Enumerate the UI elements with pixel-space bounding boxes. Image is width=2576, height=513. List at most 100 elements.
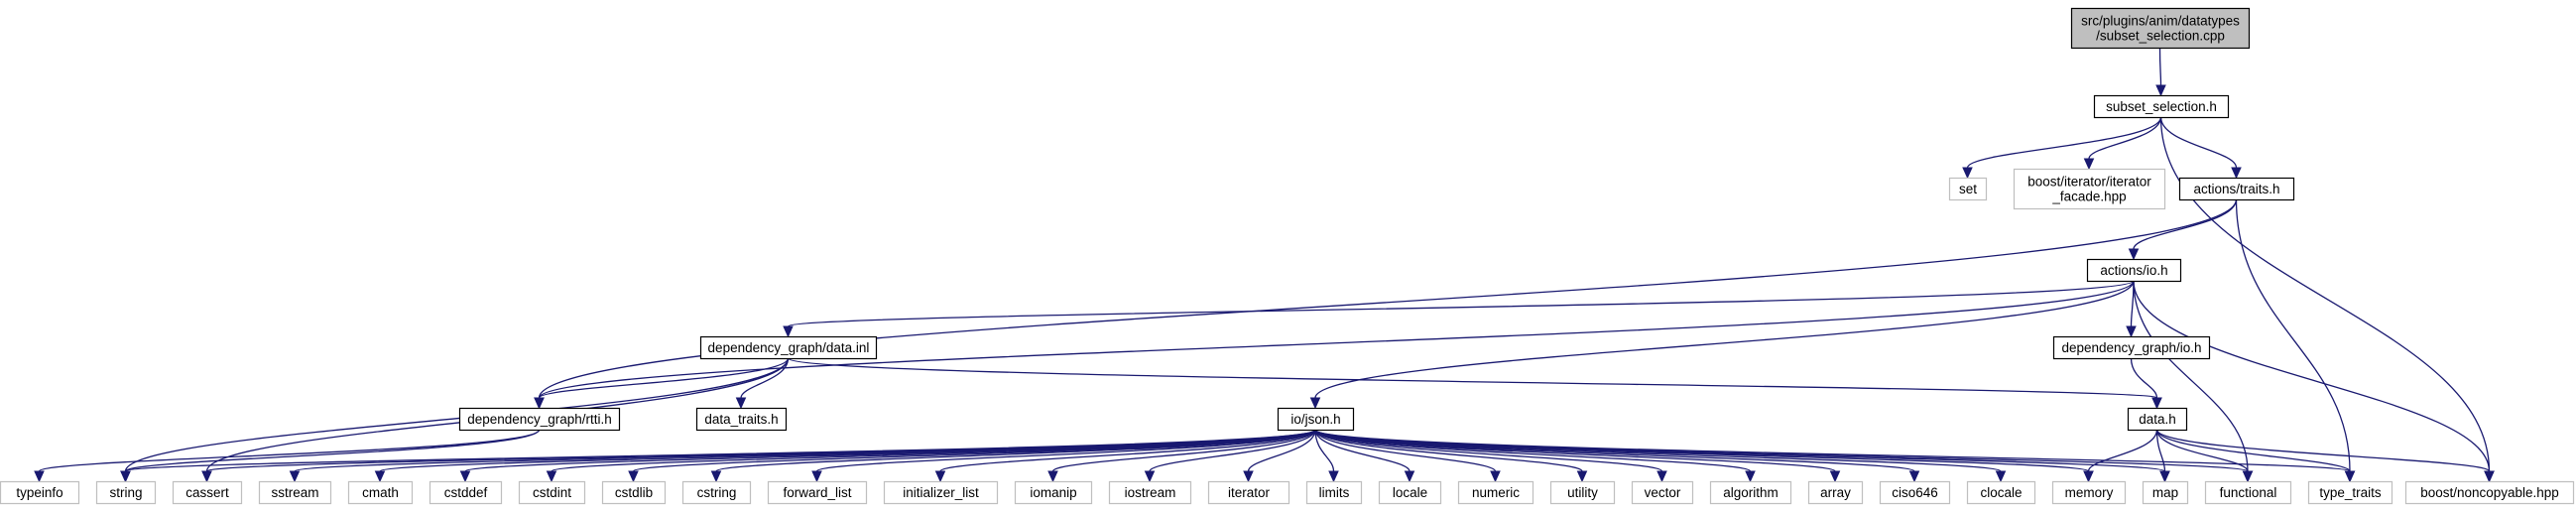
node-label: locale [1393,485,1427,500]
edge-actions_traits-to-type_traits [2235,198,2356,483]
node-label: limits [1319,485,1350,500]
graph-nodes: src/plugins/anim/datatypes/subset_select… [0,7,2575,505]
edge-io_json-to-iomanip [1047,429,1316,483]
edge-io_json-to-limits [1314,429,1339,483]
edge-io_json-to-numeric [1314,429,1501,483]
edge-dg_data_inl-to-data_h [787,357,2162,410]
node-label: cmath [362,485,399,500]
node-label: subset_selection.h [2106,99,2217,114]
node-label: dependency_graph/rtti.h [467,412,612,427]
edge-actions_traits-to-actions_io [2128,198,2238,261]
edge-data_h-to-type_traits [2155,429,2356,483]
edge-data_h-to-memory [2083,429,2158,483]
node-set[interactable]: set [1948,177,1988,201]
node-label: actions/io.h [2100,263,2167,278]
node-data-h[interactable]: data.h [2127,407,2188,432]
node-boost-noncopyable[interactable]: boost/noncopyable.hpp [2404,480,2575,505]
node-iterator[interactable]: iterator [1207,480,1290,505]
node-iomanip[interactable]: iomanip [1014,480,1093,505]
node-iterator-facade[interactable]: boost/iterator/iterator_facade.hpp [2013,168,2166,210]
node-vector[interactable]: vector [1631,480,1694,505]
node-actions-io[interactable]: actions/io.h [2086,258,2182,283]
node-label: dependency_graph/data.inl [708,340,870,355]
node-functional[interactable]: functional [2204,480,2292,505]
edge-dg_rtti-to-typeinfo [34,429,541,483]
node-data-traits[interactable]: data_traits.h [695,407,788,432]
edge-io_json-to-utility [1314,429,1588,483]
node-typeinfo[interactable]: typeinfo [0,480,80,505]
edge-io_json-to-ciso646 [1314,429,1920,483]
node-cstdint[interactable]: cstdint [518,480,586,505]
node-memory[interactable]: memory [2051,480,2127,505]
node-map[interactable]: map [2142,480,2189,505]
node-label: ciso646 [1892,485,1938,500]
node-label: data.h [2139,412,2176,427]
node-label: memory [2065,485,2114,500]
node-label: actions/traits.h [2193,182,2279,196]
node-label: _facade.hpp [2051,190,2126,204]
node-label: boost/noncopyable.hpp [2420,485,2559,500]
node-label: typeinfo [16,485,62,500]
node-initializer-list[interactable]: initializer_list [883,480,999,505]
node-cmath[interactable]: cmath [347,480,414,505]
edge-data_h-to-boost_noncopyable [2155,429,2495,483]
node-locale[interactable]: locale [1378,480,1442,505]
node-cstring[interactable]: cstring [681,480,752,505]
node-forward-list[interactable]: forward_list [767,480,868,505]
edge-io_json-to-forward_list [811,429,1316,483]
edge-dg_data_inl-to-dg_rtti [534,357,790,410]
node-cstdlib[interactable]: cstdlib [601,480,667,505]
node-subset-selection-h[interactable]: subset_selection.h [2093,94,2230,119]
node-label: forward_list [783,485,851,500]
edge-subset_selection_h-to-boost_noncopyable [2159,116,2495,483]
edge-io_json-to-iostream [1144,429,1316,483]
node-cstddef[interactable]: cstddef [429,480,503,505]
node-string[interactable]: string [95,480,157,505]
edge-actions_traits-to-dg_rtti [534,198,2238,410]
node-clocale[interactable]: clocale [1966,480,2036,505]
node-label: iterator [1228,485,1271,500]
edge-dg_data_inl-to-data_traits [735,357,790,410]
node-algorithm[interactable]: algorithm [1709,480,1792,505]
node-limits[interactable]: limits [1305,480,1363,505]
edge-io_json-to-algorithm [1314,429,1756,483]
edge-io_json-to-cstdlib [628,429,1316,483]
edge-io_json-to-vector [1314,429,1667,483]
edge-data_h-to-map [2155,429,2170,483]
node-label: cstdint [533,485,571,500]
edge-io_json-to-array [1314,429,1841,483]
node-ciso646[interactable]: ciso646 [1879,480,1951,505]
edge-io_json-to-iterator [1243,429,1316,483]
node-label: clocale [1980,485,2022,500]
node-label: functional [2220,485,2277,500]
edge-io_json-to-initializer_list [934,429,1316,483]
node-label: boost/iterator/iterator [2027,175,2151,190]
node-utility[interactable]: utility [1549,480,1616,505]
node-label: src/plugins/anim/datatypes [2081,14,2240,29]
node-actions-traits[interactable]: actions/traits.h [2178,177,2295,201]
edge-subset_selection_h-to-actions_traits [2159,116,2242,180]
node-label: sstream [271,485,318,500]
node-numeric[interactable]: numeric [1457,480,1534,505]
node-type-traits[interactable]: type_traits [2307,480,2393,505]
edge-actions_io-to-dg_data_inl [783,280,2135,338]
node-io-json[interactable]: io/json.h [1277,407,1355,432]
node-dg-rtti[interactable]: dependency_graph/rtti.h [458,407,621,432]
node-iostream[interactable]: iostream [1108,480,1192,505]
node-label: initializer_list [903,485,979,500]
node-label: dependency_graph/io.h [2061,340,2201,355]
node-label: /subset_selection.cpp [2096,29,2225,44]
node-root[interactable]: src/plugins/anim/datatypes/subset_select… [2070,7,2251,50]
node-label: algorithm [1723,485,1779,500]
node-label: vector [1645,485,1681,500]
edge-io_json-to-cstring [710,429,1316,483]
edge-data_h-to-functional [2155,429,2254,483]
node-dg-data-inl[interactable]: dependency_graph/data.inl [699,335,878,360]
node-dg-io[interactable]: dependency_graph/io.h [2052,335,2211,360]
node-label: cstring [697,485,737,500]
node-array[interactable]: array [1807,480,1864,505]
edge-actions_io-to-boost_noncopyable [2133,280,2495,483]
node-label: map [2152,485,2178,500]
node-sstream[interactable]: sstream [258,480,332,505]
node-cassert[interactable]: cassert [172,480,243,505]
